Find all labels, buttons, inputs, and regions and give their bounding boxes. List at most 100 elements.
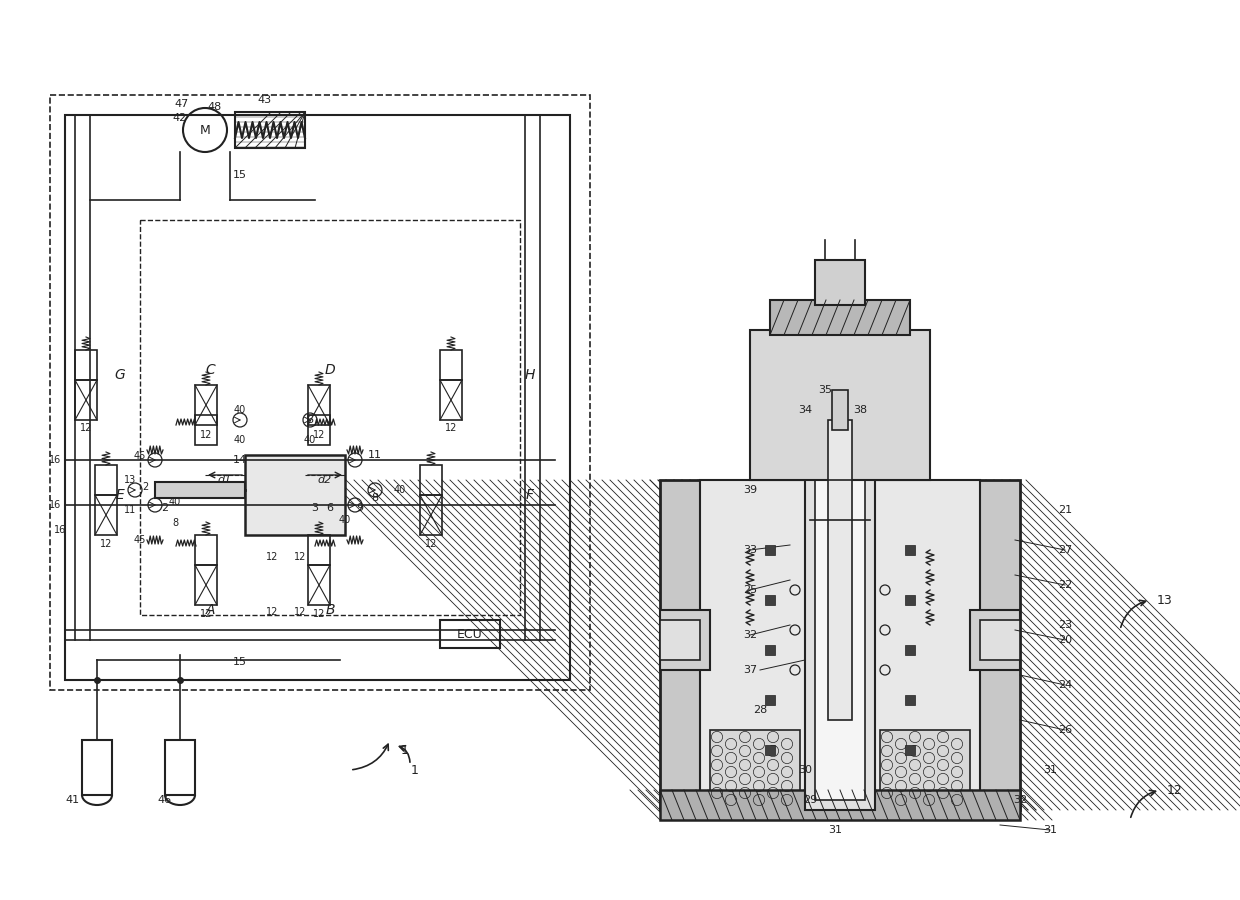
- Bar: [440, 350, 463, 380]
- Text: 8: 8: [372, 493, 378, 503]
- Bar: [246, 455, 345, 535]
- Text: 12: 12: [312, 609, 325, 619]
- Text: 1: 1: [412, 763, 419, 777]
- Text: 25: 25: [743, 585, 758, 595]
- Text: d1: d1: [218, 475, 232, 485]
- Bar: [905, 595, 915, 605]
- Bar: [880, 730, 970, 810]
- Bar: [308, 565, 330, 605]
- Text: 26: 26: [1058, 725, 1073, 735]
- Text: 40: 40: [304, 435, 316, 445]
- Text: 16: 16: [48, 500, 61, 510]
- Bar: [236, 112, 305, 148]
- Bar: [815, 260, 866, 305]
- Bar: [308, 385, 330, 425]
- Bar: [95, 465, 117, 495]
- Text: 31: 31: [1043, 825, 1056, 835]
- Bar: [765, 645, 775, 655]
- Text: A: A: [206, 603, 215, 617]
- Text: 42: 42: [172, 113, 187, 123]
- Bar: [440, 620, 500, 648]
- Text: 9: 9: [356, 503, 363, 513]
- Bar: [420, 465, 441, 495]
- Bar: [82, 740, 112, 795]
- Text: 40: 40: [234, 435, 246, 445]
- Text: 31: 31: [828, 825, 842, 835]
- Bar: [905, 545, 915, 555]
- Bar: [308, 415, 330, 445]
- Text: 8: 8: [172, 518, 179, 528]
- Bar: [50, 95, 590, 690]
- Bar: [805, 330, 875, 810]
- Bar: [660, 610, 711, 670]
- Bar: [660, 790, 1021, 820]
- Text: 15: 15: [233, 170, 247, 180]
- Bar: [420, 495, 441, 535]
- Text: 38: 38: [853, 405, 867, 415]
- Text: 24: 24: [1058, 680, 1073, 690]
- Bar: [195, 415, 217, 445]
- Text: 45: 45: [134, 451, 146, 461]
- Text: 12: 12: [200, 609, 212, 619]
- Text: 27: 27: [1058, 545, 1073, 555]
- Text: 37: 37: [743, 665, 758, 675]
- Text: 12: 12: [265, 607, 278, 617]
- Text: 12: 12: [79, 423, 92, 433]
- Text: 32: 32: [1013, 795, 1027, 805]
- Text: ECU: ECU: [458, 627, 482, 641]
- Text: d2: d2: [317, 475, 332, 485]
- Text: 6: 6: [306, 415, 314, 425]
- Bar: [980, 620, 1021, 660]
- Bar: [308, 535, 330, 565]
- Text: B: B: [325, 603, 335, 617]
- Bar: [905, 745, 915, 755]
- Text: 12: 12: [200, 430, 212, 440]
- Bar: [195, 535, 217, 565]
- Text: 23: 23: [1058, 620, 1073, 630]
- Text: 16: 16: [53, 525, 66, 535]
- Bar: [155, 482, 246, 498]
- Bar: [905, 695, 915, 705]
- Text: 35: 35: [818, 385, 832, 395]
- Bar: [74, 380, 97, 420]
- Text: 11: 11: [368, 450, 382, 460]
- Text: 45: 45: [134, 535, 146, 545]
- Bar: [711, 730, 800, 810]
- Bar: [660, 480, 1021, 810]
- Bar: [832, 390, 848, 430]
- Text: F: F: [526, 488, 534, 502]
- Text: 2: 2: [161, 503, 169, 513]
- Text: 31: 31: [1043, 765, 1056, 775]
- Text: 13: 13: [124, 475, 136, 485]
- Text: 12: 12: [294, 552, 306, 562]
- Text: 2: 2: [141, 482, 148, 492]
- Text: 20: 20: [1058, 635, 1073, 645]
- Text: 47: 47: [175, 99, 190, 109]
- Bar: [660, 620, 701, 660]
- Text: 12: 12: [294, 607, 306, 617]
- Text: 16: 16: [48, 455, 61, 465]
- Bar: [440, 380, 463, 420]
- Text: 21: 21: [1058, 505, 1073, 515]
- Text: 40: 40: [394, 485, 407, 495]
- Text: 32: 32: [743, 630, 758, 640]
- Text: 46: 46: [157, 795, 172, 805]
- Bar: [195, 385, 217, 425]
- Text: 48: 48: [208, 102, 222, 112]
- Text: 12: 12: [99, 539, 112, 549]
- Text: 30: 30: [799, 765, 812, 775]
- Text: 13: 13: [1157, 593, 1173, 607]
- Text: 15: 15: [233, 657, 247, 667]
- Bar: [95, 495, 117, 535]
- Text: M: M: [200, 123, 211, 137]
- Text: G: G: [114, 368, 125, 382]
- Text: 6: 6: [326, 503, 334, 513]
- Text: 40: 40: [339, 515, 351, 525]
- Bar: [701, 480, 980, 810]
- Text: 34: 34: [797, 405, 812, 415]
- Text: 40: 40: [169, 497, 181, 507]
- Text: 22: 22: [1058, 580, 1073, 590]
- Text: D: D: [325, 363, 335, 377]
- Bar: [765, 545, 775, 555]
- Text: 12: 12: [265, 552, 278, 562]
